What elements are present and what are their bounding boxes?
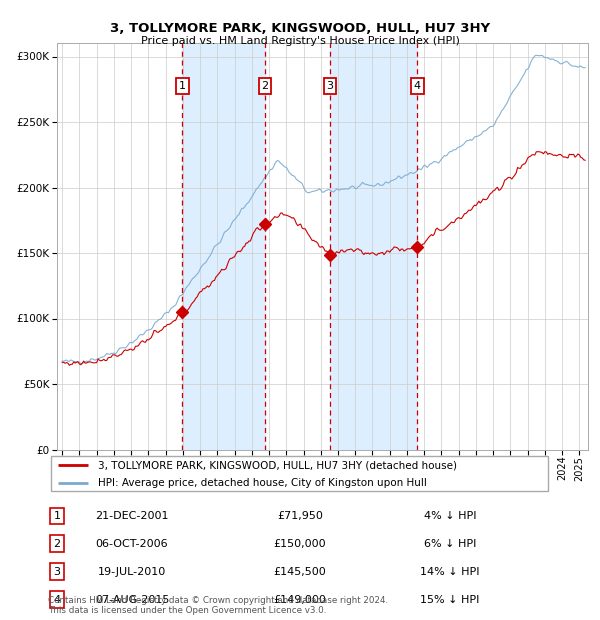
Text: 4% ↓ HPI: 4% ↓ HPI [424, 511, 476, 521]
FancyBboxPatch shape [50, 456, 548, 491]
Text: £150,000: £150,000 [274, 539, 326, 549]
Text: 3, TOLLYMORE PARK, KINGSWOOD, HULL, HU7 3HY (detached house): 3, TOLLYMORE PARK, KINGSWOOD, HULL, HU7 … [98, 460, 457, 470]
Text: 4: 4 [414, 81, 421, 91]
Bar [330, 43, 418, 450]
Text: 15% ↓ HPI: 15% ↓ HPI [421, 595, 479, 604]
Text: £71,950: £71,950 [277, 511, 323, 521]
Text: HPI: Average price, detached house, City of Kingston upon Hull: HPI: Average price, detached house, City… [98, 478, 427, 489]
Text: 3: 3 [53, 567, 61, 577]
Text: 4: 4 [53, 595, 61, 604]
Text: 1: 1 [53, 511, 61, 521]
Text: 2: 2 [262, 81, 268, 91]
Text: 2: 2 [53, 539, 61, 549]
Text: 3: 3 [326, 81, 334, 91]
Text: £149,000: £149,000 [274, 595, 326, 604]
Bar [182, 43, 265, 450]
Text: £145,500: £145,500 [274, 567, 326, 577]
Text: 6% ↓ HPI: 6% ↓ HPI [424, 539, 476, 549]
Text: 1: 1 [179, 81, 186, 91]
Text: 06-OCT-2006: 06-OCT-2006 [95, 539, 169, 549]
Text: 07-AUG-2015: 07-AUG-2015 [95, 595, 169, 604]
Text: 3, TOLLYMORE PARK, KINGSWOOD, HULL, HU7 3HY: 3, TOLLYMORE PARK, KINGSWOOD, HULL, HU7 … [110, 22, 490, 35]
Text: 19-JUL-2010: 19-JUL-2010 [98, 567, 166, 577]
Text: Price paid vs. HM Land Registry's House Price Index (HPI): Price paid vs. HM Land Registry's House … [140, 36, 460, 46]
Text: Contains HM Land Registry data © Crown copyright and database right 2024.
This d: Contains HM Land Registry data © Crown c… [48, 596, 388, 615]
Text: 14% ↓ HPI: 14% ↓ HPI [420, 567, 480, 577]
Text: 21-DEC-2001: 21-DEC-2001 [95, 511, 169, 521]
